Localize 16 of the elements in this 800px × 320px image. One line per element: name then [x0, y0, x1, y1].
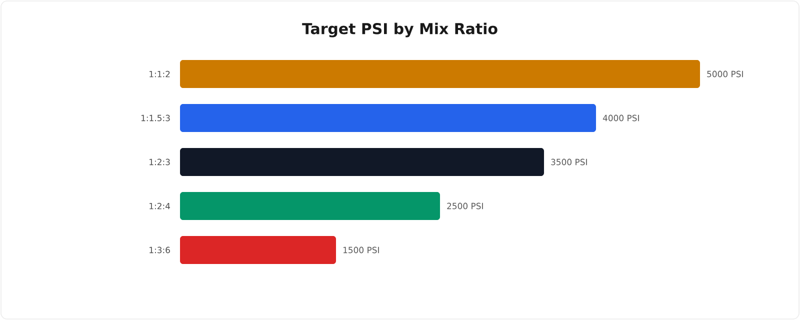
- y-tick-label: 1:3:6: [150, 246, 170, 254]
- y-tick-label: 1:1:2: [150, 70, 170, 78]
- y-tick-label: 1:1.5:3: [141, 114, 170, 122]
- data-label: 1500 PSI: [343, 246, 379, 254]
- chart-title: Target PSI by Mix Ratio: [302, 22, 498, 38]
- bar: [180, 236, 336, 264]
- y-tick-label: 1:2:3: [150, 158, 170, 166]
- bar: [180, 192, 440, 220]
- data-label: 2500 PSI: [447, 202, 483, 210]
- data-label: 3500 PSI: [551, 158, 587, 166]
- data-label: 4000 PSI: [602, 114, 639, 122]
- bar: [180, 60, 700, 88]
- data-label: 5000 PSI: [707, 70, 743, 78]
- bar: [180, 148, 544, 176]
- y-tick-label: 1:2:4: [150, 202, 170, 210]
- bar: [180, 104, 596, 132]
